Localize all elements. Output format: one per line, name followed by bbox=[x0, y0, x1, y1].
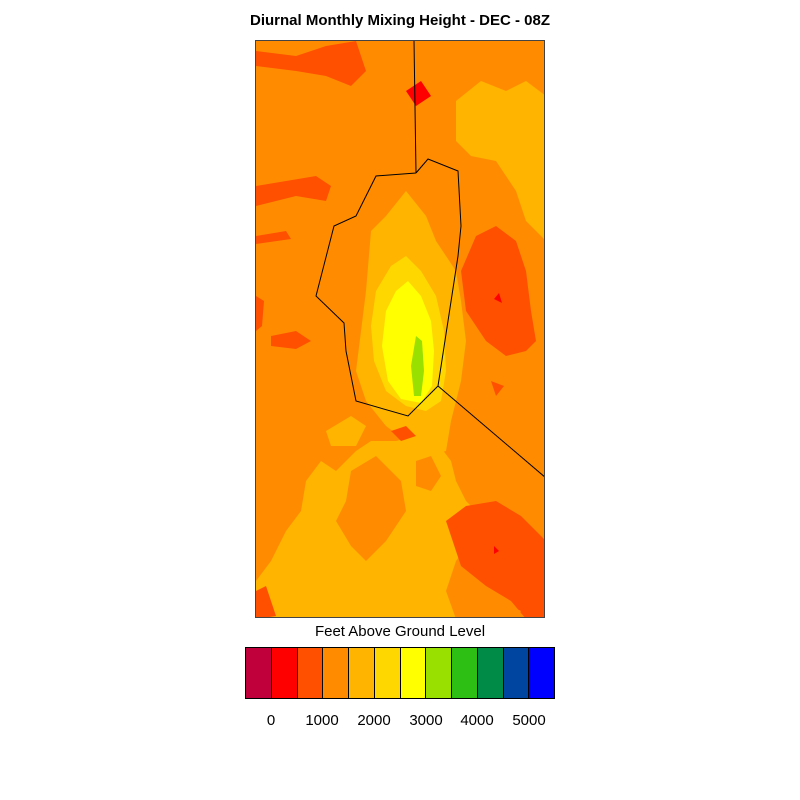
colorbar-swatch bbox=[374, 648, 401, 698]
colorbar-swatch bbox=[297, 648, 324, 698]
contour-red-left bbox=[256, 176, 331, 206]
boundary-line-southeast bbox=[437, 385, 544, 477]
colorbar bbox=[245, 647, 555, 699]
colorbar-swatch bbox=[271, 648, 298, 698]
contour-red-right-small bbox=[491, 381, 504, 396]
colorbar-swatch bbox=[349, 648, 375, 698]
legend-title: Feet Above Ground Level bbox=[314, 623, 486, 640]
contour-map bbox=[255, 40, 545, 618]
colorbar-swatch bbox=[400, 648, 427, 698]
contour-amber-right bbox=[456, 81, 544, 239]
contour-red-right-mid bbox=[461, 226, 536, 356]
boundary-polygon-central bbox=[315, 158, 462, 417]
colorbar-tick-label: 0 bbox=[266, 712, 276, 729]
contour-red-southeast bbox=[446, 501, 544, 617]
contour-darkred-southeast bbox=[494, 546, 499, 554]
contour-red-left-mid bbox=[271, 331, 311, 349]
contour-orange-southeast-pocket bbox=[496, 601, 521, 617]
colorbar-swatch bbox=[529, 648, 554, 698]
contour-darkred-top bbox=[406, 81, 431, 106]
contour-darkred-right-mid bbox=[494, 293, 502, 303]
contour-red-edge bbox=[256, 296, 264, 331]
colorbar-swatch bbox=[503, 648, 530, 698]
colorbar-swatch bbox=[246, 648, 272, 698]
colorbar-swatch bbox=[323, 648, 349, 698]
contour-map-svg bbox=[256, 41, 544, 617]
colorbar-tick-label: 4000 bbox=[460, 712, 494, 729]
colorbar-tick-label: 3000 bbox=[409, 712, 443, 729]
contour-red-left-small bbox=[256, 231, 291, 244]
colorbar-tick-label: 2000 bbox=[357, 712, 391, 729]
colorbar-tick-label: 1000 bbox=[305, 712, 339, 729]
colorbar-swatch bbox=[477, 648, 504, 698]
boundary-line-north bbox=[413, 41, 417, 174]
contour-orange-south-pocket-2 bbox=[416, 456, 441, 491]
contour-orange-south-pocket bbox=[336, 456, 406, 561]
contour-red-south-small bbox=[391, 426, 416, 441]
colorbar-swatch bbox=[426, 648, 452, 698]
contour-red-top-left bbox=[256, 41, 366, 86]
contour-orange-south-pocket-3 bbox=[256, 476, 281, 516]
contour-red-south-corner bbox=[256, 586, 276, 617]
colorbar-tick-label: 5000 bbox=[512, 712, 546, 729]
map-title: Diurnal Monthly Mixing Height - DEC - 08… bbox=[250, 12, 550, 29]
contour-green-center bbox=[411, 336, 424, 396]
contour-amber-south-small bbox=[326, 416, 366, 446]
colorbar-swatch bbox=[452, 648, 478, 698]
